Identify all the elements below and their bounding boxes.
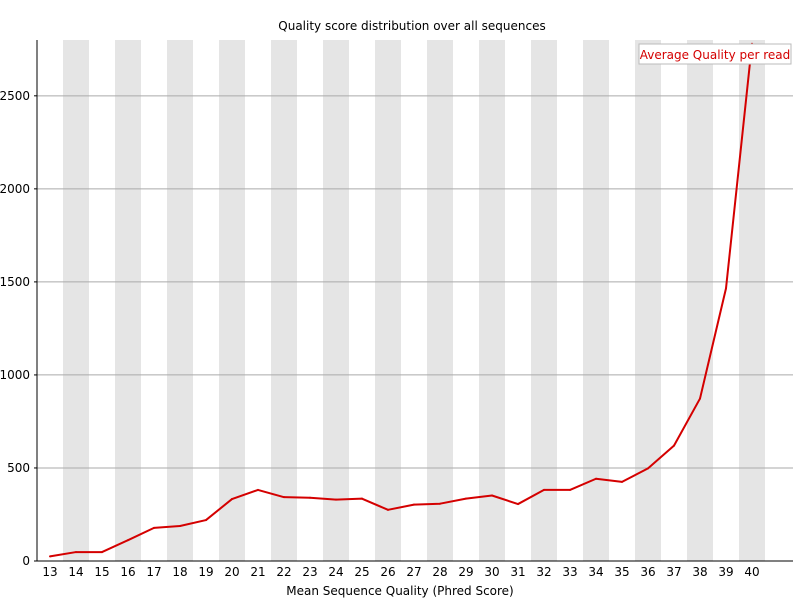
data-point: [257, 488, 259, 491]
y-tick-labels: 0 500 1000 1500 2000 2500: [0, 89, 30, 568]
x-tick-label: 21: [250, 565, 265, 579]
background-band: [427, 40, 453, 561]
background-bands: [63, 40, 765, 561]
background-band: [167, 40, 193, 561]
x-tick-labels: 13 14 15 16 17 18 19 20 21 22 23 24 25 26 27 28 29 30 31 32…: [42, 565, 759, 579]
x-tick-label: 18: [172, 565, 187, 579]
y-tick-label: 500: [7, 461, 30, 475]
legend: Average Quality per read: [638, 43, 792, 65]
data-point: [283, 496, 285, 499]
data-point: [725, 287, 727, 290]
background-band: [115, 40, 141, 561]
x-tick-label: 14: [68, 565, 83, 579]
data-point: [153, 526, 155, 529]
x-tick-label: 23: [302, 565, 317, 579]
data-point: [127, 539, 129, 542]
axes: [34, 40, 793, 562]
background-band: [323, 40, 349, 561]
background-band: [635, 40, 661, 561]
data-point: [361, 497, 363, 500]
x-tick-label: 29: [458, 565, 473, 579]
data-point: [179, 525, 181, 528]
y-tick-label: 0: [22, 554, 30, 568]
data-point: [595, 477, 597, 480]
x-tick-label: 24: [328, 565, 343, 579]
x-axis-label: Mean Sequence Quality (Phred Score): [286, 584, 514, 598]
series-line-average-quality: [49, 43, 753, 558]
background-band: [687, 40, 713, 561]
x-tick-label: 31: [510, 565, 525, 579]
background-band: [375, 40, 401, 561]
data-point: [543, 488, 545, 491]
data-point: [335, 498, 337, 501]
y-tick-label: 2000: [0, 182, 30, 196]
data-point: [387, 508, 389, 511]
gridlines: [37, 95, 793, 469]
x-tick-label: 34: [588, 565, 603, 579]
data-point: [49, 555, 51, 558]
background-band: [479, 40, 505, 561]
x-tick-label: 27: [406, 565, 421, 579]
data-point: [647, 467, 649, 470]
x-tick-label: 39: [718, 565, 733, 579]
data-point: [413, 503, 415, 506]
x-tick-label: 20: [224, 565, 239, 579]
background-band: [271, 40, 297, 561]
y-tick-label: 1000: [0, 368, 30, 382]
data-point: [231, 498, 233, 501]
x-tick-label: 13: [42, 565, 57, 579]
x-tick-label: 16: [120, 565, 135, 579]
x-tick-label: 25: [354, 565, 369, 579]
data-point: [621, 480, 623, 483]
background-band: [219, 40, 245, 561]
x-tick-label: 36: [640, 565, 655, 579]
x-tick-label: 38: [692, 565, 707, 579]
data-point: [491, 494, 493, 497]
chart-title: Quality score distribution over all sequ…: [278, 19, 545, 33]
background-band: [531, 40, 557, 561]
x-tick-label: 30: [484, 565, 499, 579]
series-group: [49, 42, 753, 558]
data-point: [101, 551, 103, 554]
background-band: [583, 40, 609, 561]
background-band: [63, 40, 89, 561]
x-tick-label: 19: [198, 565, 213, 579]
x-tick-label: 40: [744, 565, 759, 579]
x-tick-label: 32: [536, 565, 551, 579]
x-tick-label: 22: [276, 565, 291, 579]
x-tick-label: 35: [614, 565, 629, 579]
x-tick-label: 26: [380, 565, 395, 579]
data-point: [309, 496, 311, 499]
data-point: [699, 397, 701, 400]
data-point: [75, 551, 77, 554]
x-tick-label: 28: [432, 565, 447, 579]
background-band: [739, 40, 765, 561]
data-point: [205, 519, 207, 522]
legend-entry-average-quality: Average Quality per read: [640, 48, 791, 62]
x-tick-label: 33: [562, 565, 577, 579]
data-point: [465, 497, 467, 500]
data-point: [517, 503, 519, 506]
legend-box: [638, 43, 792, 65]
x-tick-label: 15: [94, 565, 109, 579]
x-tick-label: 37: [666, 565, 681, 579]
x-tick-label: 17: [146, 565, 161, 579]
data-point: [569, 488, 571, 491]
y-tick-label: 2500: [0, 89, 30, 103]
y-tick-label: 1500: [0, 275, 30, 289]
data-point: [673, 444, 675, 447]
data-point: [439, 502, 441, 505]
